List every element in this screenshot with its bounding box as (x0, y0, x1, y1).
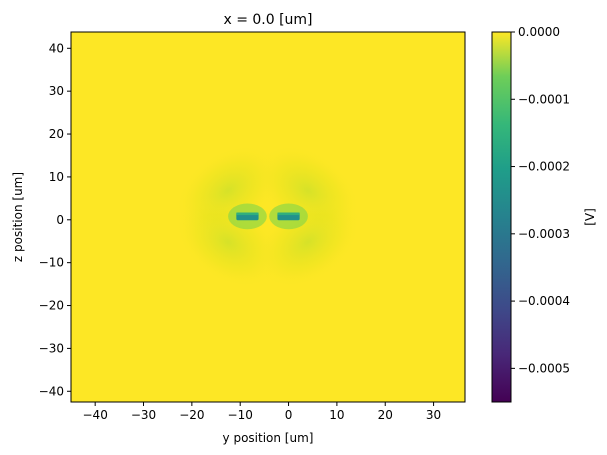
y-tick-label: −20 (39, 299, 64, 313)
y-tick-label: −10 (39, 256, 64, 270)
colorbar-tick-label: −0.0002 (518, 160, 570, 174)
x-tick-label: 0 (285, 408, 293, 422)
colorbar-tick-label: −0.0003 (518, 227, 570, 241)
colorbar-tick-label: −0.0005 (518, 361, 570, 375)
chart-title: x = 0.0 [um] (223, 12, 312, 28)
y-axis-ticks: −40 −30 −20 −10 0 10 20 30 40 (39, 41, 71, 398)
colorbar-tick-label: −0.0001 (518, 92, 570, 106)
y-tick-label: 20 (49, 127, 64, 141)
plot-area (71, 32, 465, 402)
y-tick-label: 0 (56, 213, 64, 227)
x-axis-ticks: −40 −30 −20 −10 0 10 20 30 (83, 402, 441, 422)
field-core-edge (277, 212, 300, 216)
y-axis-label: z position [um] (11, 172, 25, 262)
field-features (175, 144, 361, 288)
colorbar-gradient (492, 32, 511, 402)
colorbar-frame (491, 31, 512, 403)
heatmap-background (71, 32, 465, 402)
y-tick-label: 40 (49, 41, 64, 55)
y-tick-label: −40 (39, 384, 64, 398)
x-tick-label: −10 (228, 408, 253, 422)
colorbar-tick-label: −0.0004 (518, 294, 570, 308)
plot-frame (70, 31, 466, 403)
x-tick-label: −30 (131, 408, 156, 422)
x-tick-label: 20 (378, 408, 393, 422)
colorbar-ticks: 0.0000 −0.0001 −0.0002 −0.0003 −0.0004 −0.000… (511, 25, 570, 375)
colorbar-label: [V] (583, 208, 597, 226)
x-tick-label: 30 (426, 408, 441, 422)
colorbar-tick-label: 0.0000 (518, 25, 560, 39)
field-core-edge (236, 212, 259, 216)
y-tick-label: −30 (39, 341, 64, 355)
x-tick-label: −40 (83, 408, 108, 422)
x-tick-label: −20 (179, 408, 204, 422)
y-tick-label: 30 (49, 84, 64, 98)
y-tick-label: 10 (49, 170, 64, 184)
colorbar: 0.0000 −0.0001 −0.0002 −0.0003 −0.0004 −0.000… (491, 25, 597, 403)
x-tick-label: 10 (329, 408, 344, 422)
x-axis-label: y position [um] (223, 431, 314, 445)
